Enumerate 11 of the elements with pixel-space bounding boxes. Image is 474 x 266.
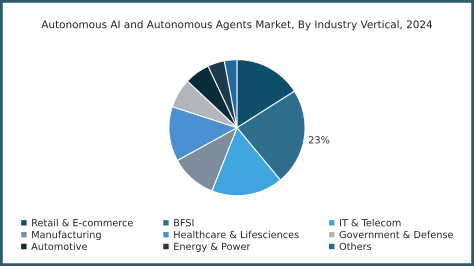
- legend-label: IT & Telecom: [340, 218, 400, 226]
- legend-label: Others: [340, 242, 372, 250]
- chart-title: Autonomous AI and Autonomous Agents Market, By Industry Vertical, 2024: [41, 20, 432, 30]
- data-label: 23%: [308, 136, 330, 144]
- legend-label: Retail & E-commerce: [32, 218, 133, 226]
- legend-label: Automotive: [31, 242, 87, 250]
- legend-label: Manufacturing: [32, 230, 101, 240]
- legend-label: Healthcare & Lifesciences: [174, 230, 299, 238]
- legend-label: Energy & Power: [174, 242, 250, 252]
- legend-label: Government & Defense: [340, 230, 453, 238]
- legend-label: BFSI: [174, 219, 194, 226]
